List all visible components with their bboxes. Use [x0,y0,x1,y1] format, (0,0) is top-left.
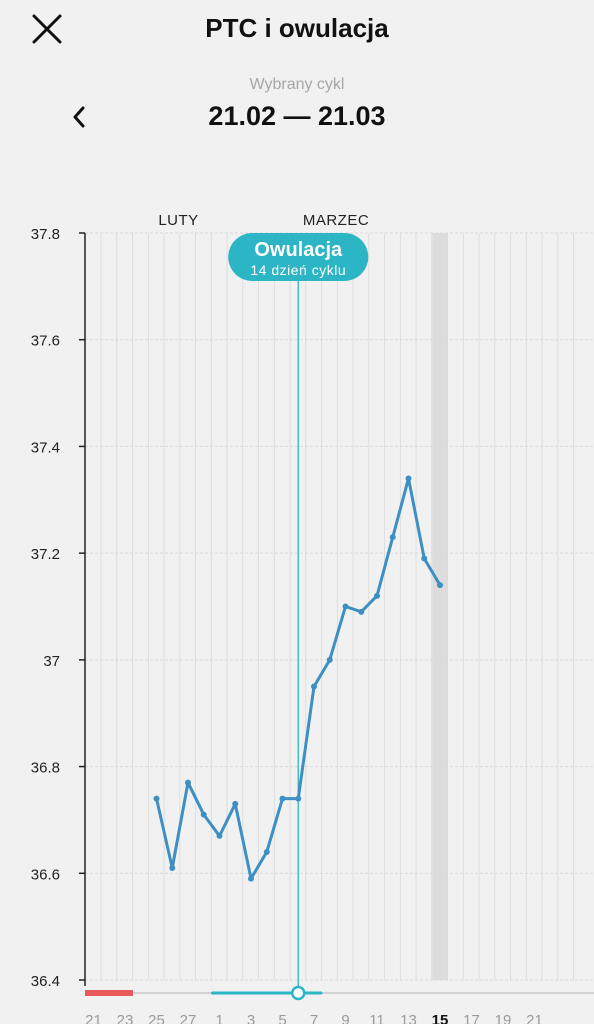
y-tick-label: 36.4 [31,973,60,990]
page-title: PTC i owulacja [205,13,389,43]
close-button[interactable] [30,12,64,46]
x-tick-label-today: 15 [432,1012,449,1024]
temperature-point [342,603,349,610]
y-tick-label: 37.6 [31,333,60,350]
ovulation-sublabel: 14 dzień cyklu [250,262,346,278]
x-tick-label: 19 [495,1012,512,1024]
month-label: MARZEC [303,212,369,229]
chevron-left-icon [73,106,85,128]
x-tick-label: 3 [247,1012,255,1024]
x-tick-label: 13 [400,1012,417,1024]
top-bar: PTC i owulacja [0,0,594,60]
x-tick-label: 11 [369,1012,385,1024]
y-tick-label: 37.2 [31,546,60,563]
today-band [432,233,448,980]
x-tick-label: 23 [117,1012,134,1024]
cycle-range: 21.02 — 21.03 [208,101,386,131]
y-tick-label: 37 [43,653,60,670]
close-icon [32,14,62,44]
x-tick-label: 27 [180,1012,197,1024]
temperature-point [437,582,443,589]
temperature-point [232,800,239,807]
temperature-point [279,795,286,802]
x-tick-label: 21 [526,1012,543,1024]
previous-cycle-button[interactable] [66,102,92,132]
temperature-point [374,592,380,599]
temperature-point [295,795,302,802]
x-tick-label: 1 [215,1012,223,1024]
temperature-point [358,608,365,615]
x-tick-label: 17 [463,1012,480,1024]
y-tick-label: 36.8 [31,760,60,777]
temperature-point [153,795,160,802]
temperature-point [216,832,223,839]
temperature-point [263,848,270,855]
x-tick-label: 5 [278,1012,286,1024]
ovulation-bubble [228,233,369,281]
month-label: LUTY [158,212,198,229]
temperature-point [311,683,317,690]
x-tick-label: 25 [148,1012,165,1024]
x-tick-label: 7 [310,1012,318,1024]
y-tick-label: 37.8 [31,226,60,243]
x-tick-label: 21 [85,1012,102,1024]
temperature-point [185,779,191,786]
temperature-point [389,534,396,541]
x-tick-label: 9 [341,1012,349,1024]
temperature-point [405,475,412,482]
period-bar [85,990,133,996]
ovulation-marker [291,985,306,1001]
temperature-point [200,811,207,818]
y-tick-label: 36.6 [31,866,60,883]
cycle-caption: Wybrany cykl [249,76,345,93]
temperature-point [421,555,428,562]
temperature-point [326,656,333,663]
temperature-point [248,875,254,882]
temperature-point [169,864,176,871]
y-tick-label: 37.4 [31,439,60,456]
ovulation-label: Owulacja [254,239,343,261]
